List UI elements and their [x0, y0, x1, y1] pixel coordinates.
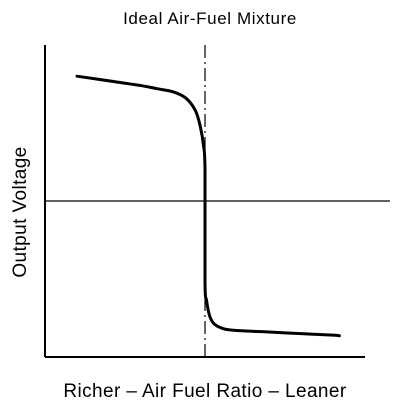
x-axis-label: Richer – Air Fuel Ratio – Leaner	[63, 381, 346, 402]
output-voltage-curve	[75, 74, 341, 338]
chart-title: Ideal Air-Fuel Mixture	[123, 9, 297, 28]
plot-area	[44, 45, 390, 358]
y-axis-label: Output Voltage	[10, 146, 31, 277]
